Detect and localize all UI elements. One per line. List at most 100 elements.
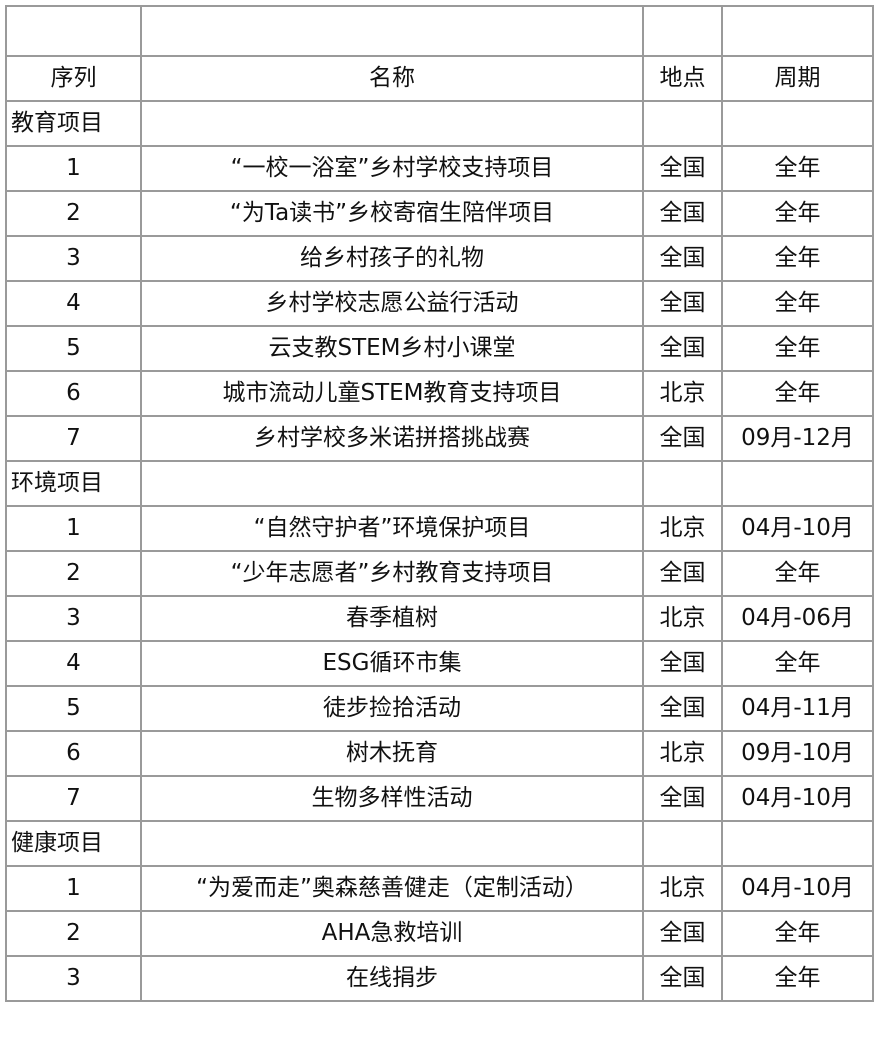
row-period: 09月-10月	[721, 730, 874, 777]
row-period: 全年	[721, 325, 874, 372]
table-row: 5 云支教STEM乡村小课堂 全国 全年	[5, 325, 874, 372]
table-row: 4 ESG循环市集 全国 全年	[5, 640, 874, 687]
row-index: 3	[5, 235, 142, 282]
row-location: 北京	[642, 370, 723, 417]
section-title: 教育项目	[5, 100, 142, 147]
table-row: 2 “为Ta读书”乡校寄宿生陪伴项目 全国 全年	[5, 190, 874, 237]
row-location: 全国	[642, 775, 723, 822]
row-name: 城市流动儿童STEM教育支持项目	[140, 370, 644, 417]
section-title: 环境项目	[5, 460, 142, 507]
header-name: 名称	[140, 55, 644, 102]
row-index: 4	[5, 640, 142, 687]
row-index: 6	[5, 370, 142, 417]
row-index: 5	[5, 685, 142, 732]
row-location: 北京	[642, 595, 723, 642]
row-location: 全国	[642, 235, 723, 282]
row-name: 云支教STEM乡村小课堂	[140, 325, 644, 372]
row-period: 全年	[721, 550, 874, 597]
table-row: 3 春季植树 北京 04月-06月	[5, 595, 874, 642]
table-row: 1 “为爱而走”奥森慈善健走（定制活动） 北京 04月-10月	[5, 865, 874, 912]
row-index: 3	[5, 955, 142, 1002]
row-period: 全年	[721, 235, 874, 282]
row-name: “少年志愿者”乡村教育支持项目	[140, 550, 644, 597]
row-location: 北京	[642, 865, 723, 912]
row-period: 全年	[721, 190, 874, 237]
row-index: 2	[5, 910, 142, 957]
empty-cell	[140, 460, 644, 507]
row-period: 全年	[721, 370, 874, 417]
header-row: 序列 名称 地点 周期	[5, 55, 874, 102]
row-location: 全国	[642, 685, 723, 732]
row-location: 全国	[642, 190, 723, 237]
row-period: 全年	[721, 280, 874, 327]
empty-cell	[140, 100, 644, 147]
header-location: 地点	[642, 55, 723, 102]
row-name: 在线捐步	[140, 955, 644, 1002]
row-location: 全国	[642, 640, 723, 687]
section-title: 健康项目	[5, 820, 142, 867]
table-row: 7 生物多样性活动 全国 04月-10月	[5, 775, 874, 822]
row-location: 全国	[642, 325, 723, 372]
row-location: 北京	[642, 730, 723, 777]
row-location: 全国	[642, 955, 723, 1002]
empty-cell	[721, 820, 874, 867]
row-index: 1	[5, 865, 142, 912]
row-name: “一校一浴室”乡村学校支持项目	[140, 145, 644, 192]
row-period: 09月-12月	[721, 415, 874, 462]
row-location: 全国	[642, 910, 723, 957]
row-name: 给乡村孩子的礼物	[140, 235, 644, 282]
row-index: 4	[5, 280, 142, 327]
row-name: 乡村学校志愿公益行活动	[140, 280, 644, 327]
row-period: 全年	[721, 145, 874, 192]
table-row: 3 给乡村孩子的礼物 全国 全年	[5, 235, 874, 282]
empty-cell	[642, 460, 723, 507]
row-index: 1	[5, 145, 142, 192]
header-period: 周期	[721, 55, 874, 102]
row-period: 全年	[721, 955, 874, 1002]
row-index: 7	[5, 415, 142, 462]
row-period: 全年	[721, 640, 874, 687]
table-row: 6 城市流动儿童STEM教育支持项目 北京 全年	[5, 370, 874, 417]
row-period: 全年	[721, 910, 874, 957]
empty-cell	[721, 100, 874, 147]
blank-cell	[140, 5, 644, 57]
row-name: “自然守护者”环境保护项目	[140, 505, 644, 552]
section-row: 健康项目	[5, 820, 874, 867]
empty-cell	[642, 100, 723, 147]
row-index: 1	[5, 505, 142, 552]
blank-cell	[721, 5, 874, 57]
table-row: 1 “一校一浴室”乡村学校支持项目 全国 全年	[5, 145, 874, 192]
table-row: 4 乡村学校志愿公益行活动 全国 全年	[5, 280, 874, 327]
empty-cell	[140, 820, 644, 867]
projects-table: 序列 名称 地点 周期 教育项目 1 “一校一浴室”乡村学校支持项目 全国 全年 2 “为T…	[5, 5, 874, 1002]
row-period: 04月-10月	[721, 865, 874, 912]
row-location: 全国	[642, 550, 723, 597]
row-index: 7	[5, 775, 142, 822]
row-period: 04月-10月	[721, 775, 874, 822]
section-row: 环境项目	[5, 460, 874, 507]
row-index: 2	[5, 550, 142, 597]
table-row: 2 “少年志愿者”乡村教育支持项目 全国 全年	[5, 550, 874, 597]
row-period: 04月-11月	[721, 685, 874, 732]
row-index: 3	[5, 595, 142, 642]
row-index: 2	[5, 190, 142, 237]
row-name: “为爱而走”奥森慈善健走（定制活动）	[140, 865, 644, 912]
section-row: 教育项目	[5, 100, 874, 147]
row-period: 04月-10月	[721, 505, 874, 552]
row-index: 6	[5, 730, 142, 777]
row-name: “为Ta读书”乡校寄宿生陪伴项目	[140, 190, 644, 237]
blank-cell	[642, 5, 723, 57]
row-location: 北京	[642, 505, 723, 552]
table-row: 6 树木抚育 北京 09月-10月	[5, 730, 874, 777]
table-row: 5 徒步捡拾活动 全国 04月-11月	[5, 685, 874, 732]
row-location: 全国	[642, 415, 723, 462]
table-row: 7 乡村学校多米诺拼搭挑战赛 全国 09月-12月	[5, 415, 874, 462]
blank-row	[5, 5, 874, 57]
row-name: 乡村学校多米诺拼搭挑战赛	[140, 415, 644, 462]
blank-cell	[5, 5, 142, 57]
header-index: 序列	[5, 55, 142, 102]
row-location: 全国	[642, 145, 723, 192]
empty-cell	[642, 820, 723, 867]
table-row: 1 “自然守护者”环境保护项目 北京 04月-10月	[5, 505, 874, 552]
row-name: 春季植树	[140, 595, 644, 642]
